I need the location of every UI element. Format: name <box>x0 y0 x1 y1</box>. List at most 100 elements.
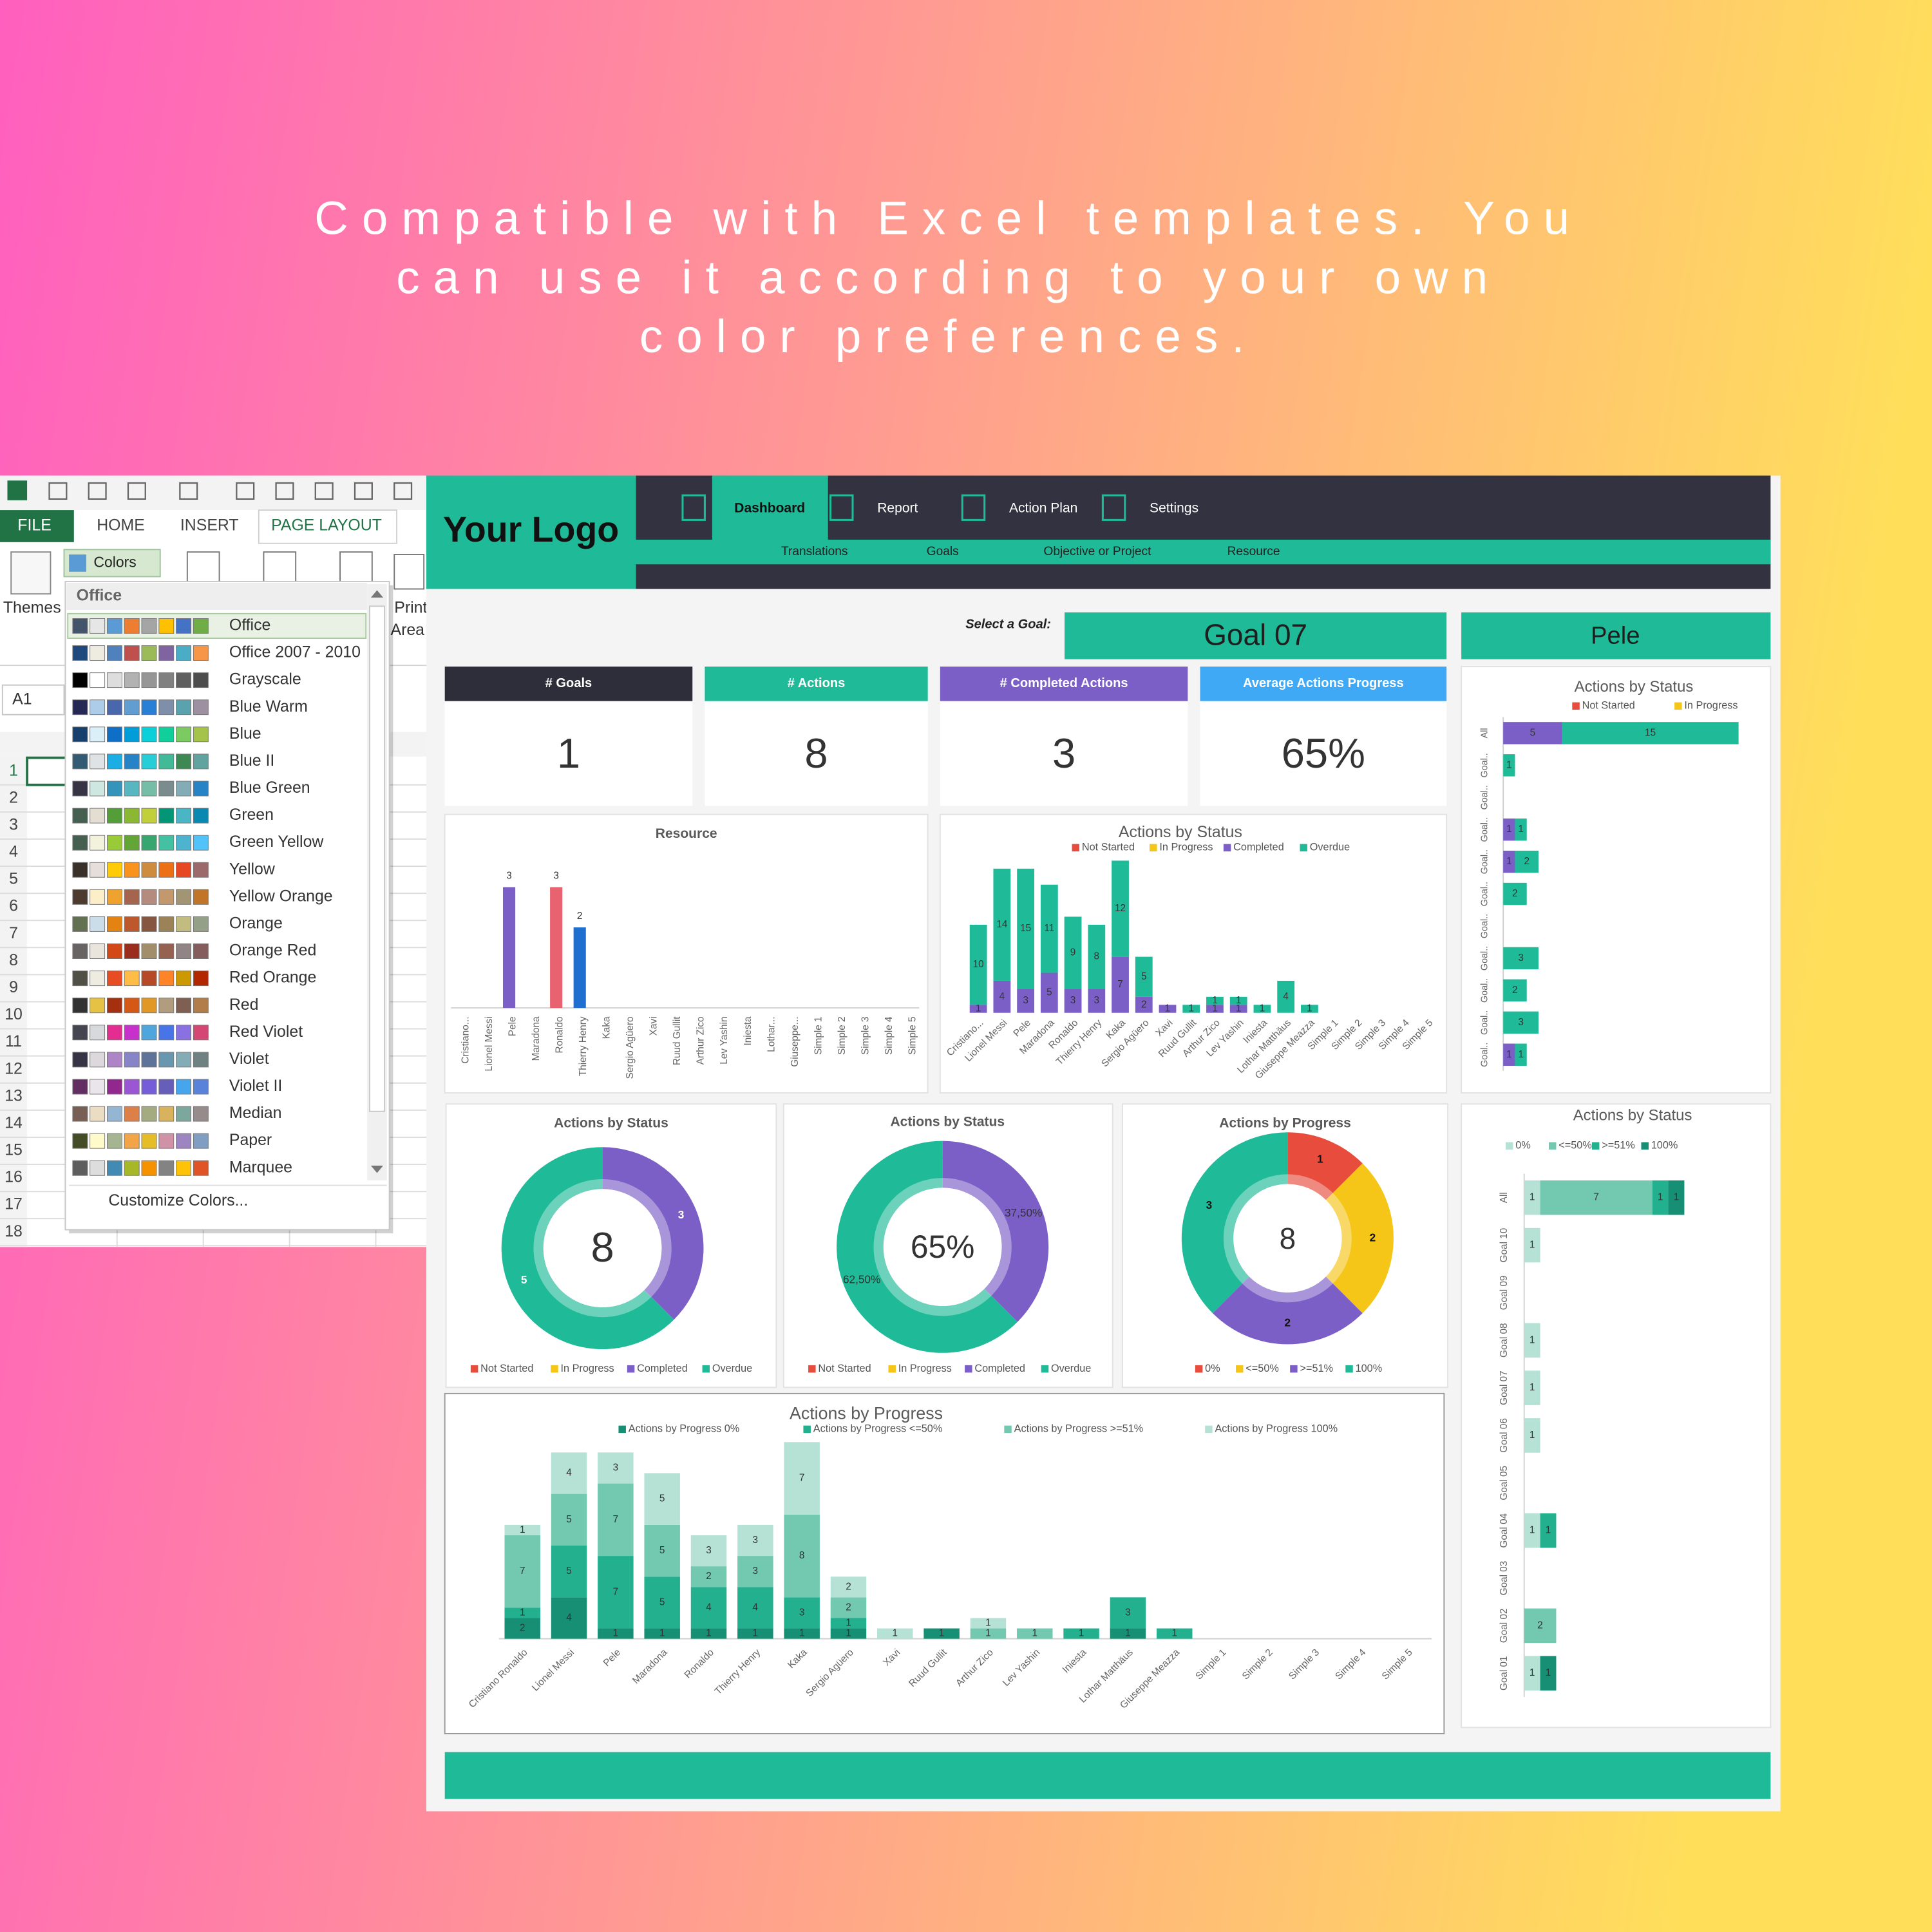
toolbar-icon[interactable] <box>179 482 198 500</box>
themes-icon[interactable] <box>10 551 52 595</box>
palette-swatch <box>158 943 175 959</box>
palette-name: Blue Warm <box>229 697 308 715</box>
data-label: 1 <box>1125 1628 1131 1639</box>
toolbar-icon[interactable] <box>127 482 146 500</box>
bar-segment <box>504 1607 540 1618</box>
palette-swatch <box>90 1052 106 1068</box>
scroll-thumb[interactable] <box>369 605 385 1112</box>
legend-label: Completed <box>974 1363 1025 1374</box>
category-label: Goal.. <box>1479 882 1490 906</box>
palette-swatch <box>72 1025 88 1041</box>
ribbon-tab[interactable]: HOME <box>97 516 145 535</box>
file-tab[interactable] <box>0 510 74 542</box>
palette-swatch <box>72 753 88 770</box>
bar-segment <box>1206 996 1224 1005</box>
palette-swatch <box>176 1025 192 1041</box>
nav-item[interactable]: Dashboard <box>734 501 805 516</box>
donut-center: 8 <box>1280 1222 1296 1255</box>
donut-center: 8 <box>591 1224 614 1271</box>
palette-swatch <box>158 1160 175 1176</box>
toolbar-icon[interactable] <box>354 482 373 500</box>
toolbar-icon[interactable] <box>48 482 68 500</box>
bar-segment <box>1063 1628 1099 1639</box>
ribbon-tab[interactable]: PAGE LAYOUT <box>271 516 382 535</box>
palette-swatch <box>176 1079 192 1095</box>
bar-segment <box>598 1628 634 1639</box>
subnav-item[interactable]: Objective or Project <box>1044 545 1152 558</box>
goal-box[interactable] <box>1065 612 1447 659</box>
palette-swatch <box>141 1052 157 1068</box>
nav-item[interactable]: Settings <box>1150 501 1198 516</box>
category-label: Arthur Zico <box>696 1016 706 1065</box>
category-label: All <box>1499 1192 1510 1203</box>
bar-segment <box>1064 989 1082 1013</box>
ribbon-tab[interactable]: INSERT <box>180 516 239 535</box>
palette-name: Green <box>229 806 274 824</box>
name-box[interactable] <box>1 684 65 715</box>
ribbon-tab[interactable]: FILE <box>17 516 52 535</box>
subnav-item[interactable]: Goals <box>927 545 959 558</box>
headline-line: color preferences. <box>639 310 1258 363</box>
nav-item[interactable]: Action Plan <box>1009 501 1077 516</box>
colors-label[interactable]: Colors <box>93 553 136 570</box>
subnav-item[interactable]: Translations <box>781 545 848 558</box>
palette-swatch <box>158 1079 175 1095</box>
palette-swatch <box>176 943 192 959</box>
scroll-down[interactable] <box>370 1165 384 1173</box>
print-label[interactable]: Print <box>394 599 427 617</box>
nav-item[interactable]: Report <box>877 501 918 516</box>
palette-swatch <box>141 889 157 905</box>
bar-segment <box>551 1452 587 1494</box>
palette-swatch <box>193 862 209 878</box>
data-label: 3 <box>1094 995 1100 1006</box>
palette-name: Blue II <box>229 752 274 770</box>
active-tab[interactable] <box>258 509 398 544</box>
data-label: 3 <box>1206 1198 1213 1211</box>
toolbar-icon[interactable] <box>393 482 413 500</box>
palette-swatch <box>124 726 140 743</box>
legend-marker <box>1548 1142 1557 1150</box>
legend-label: In Progress <box>561 1363 614 1374</box>
bar-segment <box>598 1556 634 1629</box>
print-area-icon[interactable] <box>393 554 425 590</box>
data-label: 2 <box>846 1602 851 1613</box>
palette-swatch <box>141 835 157 851</box>
legend-marker <box>1674 702 1682 710</box>
data-label: 3 <box>706 1545 712 1556</box>
palette-swatch <box>193 808 209 824</box>
palette-swatch <box>176 781 192 797</box>
toolbar-icon[interactable] <box>236 482 255 500</box>
subnav-item[interactable]: Resource <box>1227 545 1280 558</box>
data-label: 3 <box>1070 995 1076 1006</box>
legend-label: In Progress <box>1159 842 1213 853</box>
kpi-label: # Completed Actions <box>1000 676 1128 690</box>
legend-label: >=51% <box>1300 1363 1333 1374</box>
data-label: 4 <box>566 1468 572 1479</box>
data-label: 3 <box>613 1463 619 1473</box>
data-label: 4 <box>566 1613 572 1624</box>
area-label[interactable]: Area <box>391 621 425 639</box>
bar-segment <box>737 1556 773 1587</box>
palette-swatch <box>141 781 157 797</box>
data-label: 1 <box>1530 1430 1535 1441</box>
palette-swatch <box>106 645 122 661</box>
themes-label[interactable]: Themes <box>3 599 61 617</box>
toolbar-icon[interactable] <box>275 482 294 500</box>
category-label: Sergio Agüero <box>625 1016 636 1079</box>
category-label: Goal 01 <box>1499 1656 1510 1690</box>
legend-marker <box>1072 844 1080 852</box>
customize-colors[interactable]: Customize Colors... <box>108 1191 248 1209</box>
bar-segment <box>598 1483 634 1557</box>
toolbar-icon[interactable] <box>314 482 334 500</box>
scroll-up[interactable] <box>370 590 384 598</box>
palette-swatch <box>141 1025 157 1041</box>
palette-name: Violet <box>229 1050 269 1068</box>
data-label: 1 <box>1079 1628 1084 1639</box>
category-label: Xavi <box>649 1016 659 1036</box>
data-label: 2 <box>706 1571 712 1582</box>
palette-swatch <box>90 1025 106 1041</box>
palette-name: Violet II <box>229 1077 282 1095</box>
palette-swatch <box>124 998 140 1014</box>
toolbar-icon[interactable] <box>88 482 107 500</box>
data-label: 9 <box>1070 947 1076 958</box>
